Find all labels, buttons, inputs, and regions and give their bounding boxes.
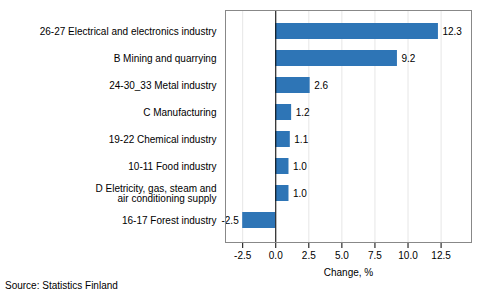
svg-text:1.0: 1.0	[293, 188, 307, 199]
svg-text:2.5: 2.5	[302, 250, 316, 261]
svg-text:9.2: 9.2	[401, 53, 415, 64]
svg-text:1.1: 1.1	[294, 134, 308, 145]
svg-text:0.0: 0.0	[269, 250, 283, 261]
svg-text:B Mining and quarrying: B Mining and quarrying	[114, 53, 217, 64]
svg-text:-2.5: -2.5	[221, 215, 239, 226]
svg-text:1.0: 1.0	[293, 161, 307, 172]
svg-text:26-27 Electrical and electroni: 26-27 Electrical and electronics industr…	[40, 26, 217, 37]
svg-text:19-22 Chemical industry: 19-22 Chemical industry	[109, 134, 217, 145]
svg-text:10.0: 10.0	[398, 250, 418, 261]
svg-text:2.6: 2.6	[314, 80, 328, 91]
svg-text:7.5: 7.5	[368, 250, 382, 261]
svg-text:24-30_33 Metal industry: 24-30_33 Metal industry	[109, 80, 216, 91]
html-text:Source: Statistics Finland: Source: Statistics Finland	[5, 280, 118, 291]
svg-text:16-17 Forest industry: 16-17 Forest industry	[122, 215, 217, 226]
svg-text:Change, %: Change, %	[324, 267, 374, 278]
svg-text:D Eletricity, gas, steam andai: D Eletricity, gas, steam andair conditio…	[96, 183, 217, 204]
svg-text:12.5: 12.5	[431, 250, 451, 261]
svg-text:12.3: 12.3	[442, 26, 462, 37]
svg-text:C Manufacturing: C Manufacturing	[143, 107, 216, 118]
svg-text:-2.5: -2.5	[234, 250, 252, 261]
svg-text:5.0: 5.0	[335, 250, 349, 261]
svg-text:1.2: 1.2	[296, 107, 310, 118]
svg-text:10-11 Food industry: 10-11 Food industry	[128, 161, 216, 172]
